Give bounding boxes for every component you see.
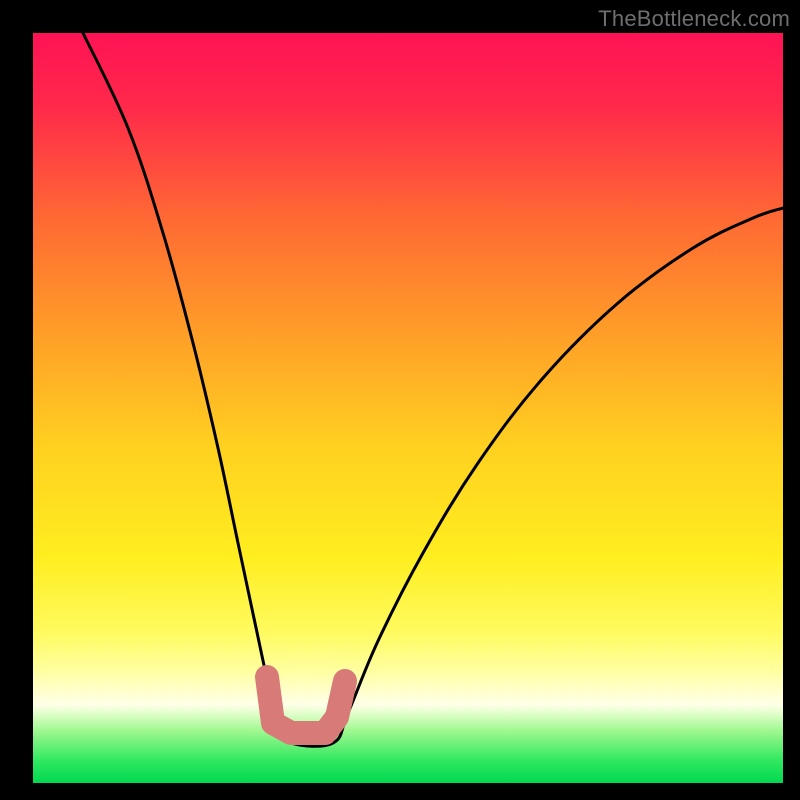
plot-area xyxy=(33,33,783,783)
curve-layer xyxy=(33,33,783,783)
optimal-range-marker xyxy=(267,677,345,733)
bottleneck-curve xyxy=(83,33,783,746)
watermark-text: TheBottleneck.com xyxy=(598,6,790,32)
